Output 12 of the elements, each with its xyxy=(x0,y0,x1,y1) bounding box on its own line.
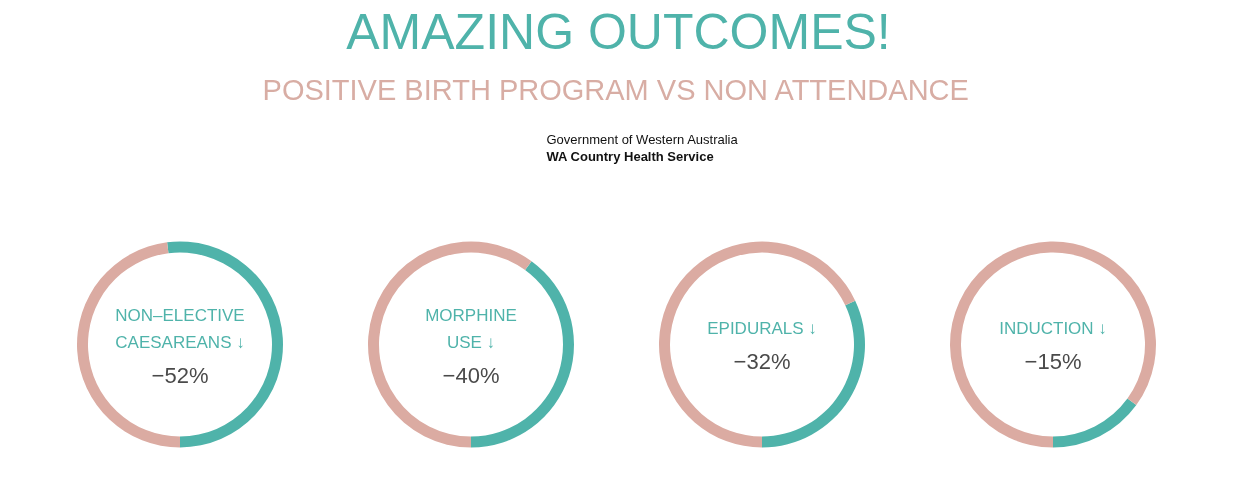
text: INDUCTION ↓ xyxy=(999,318,1107,338)
text: Government of Western Australia xyxy=(546,132,739,147)
text: −15% xyxy=(1024,348,1082,374)
text: NON–ELECTIVE CAESAREANS ↓ xyxy=(115,306,245,352)
text: −40% xyxy=(442,363,500,388)
text: EPIDURALS ↓ xyxy=(707,318,817,338)
text: −52% xyxy=(151,363,209,388)
text: −32% xyxy=(733,348,791,374)
text: AMAZING OUTCOMES! xyxy=(346,3,891,60)
text: MORPHINE USE ↓ xyxy=(425,306,517,352)
text: POSITIVE BIRTH PROGRAM VS NON ATTENDANCE xyxy=(262,73,969,106)
text: WA Country Health Service xyxy=(546,149,714,164)
